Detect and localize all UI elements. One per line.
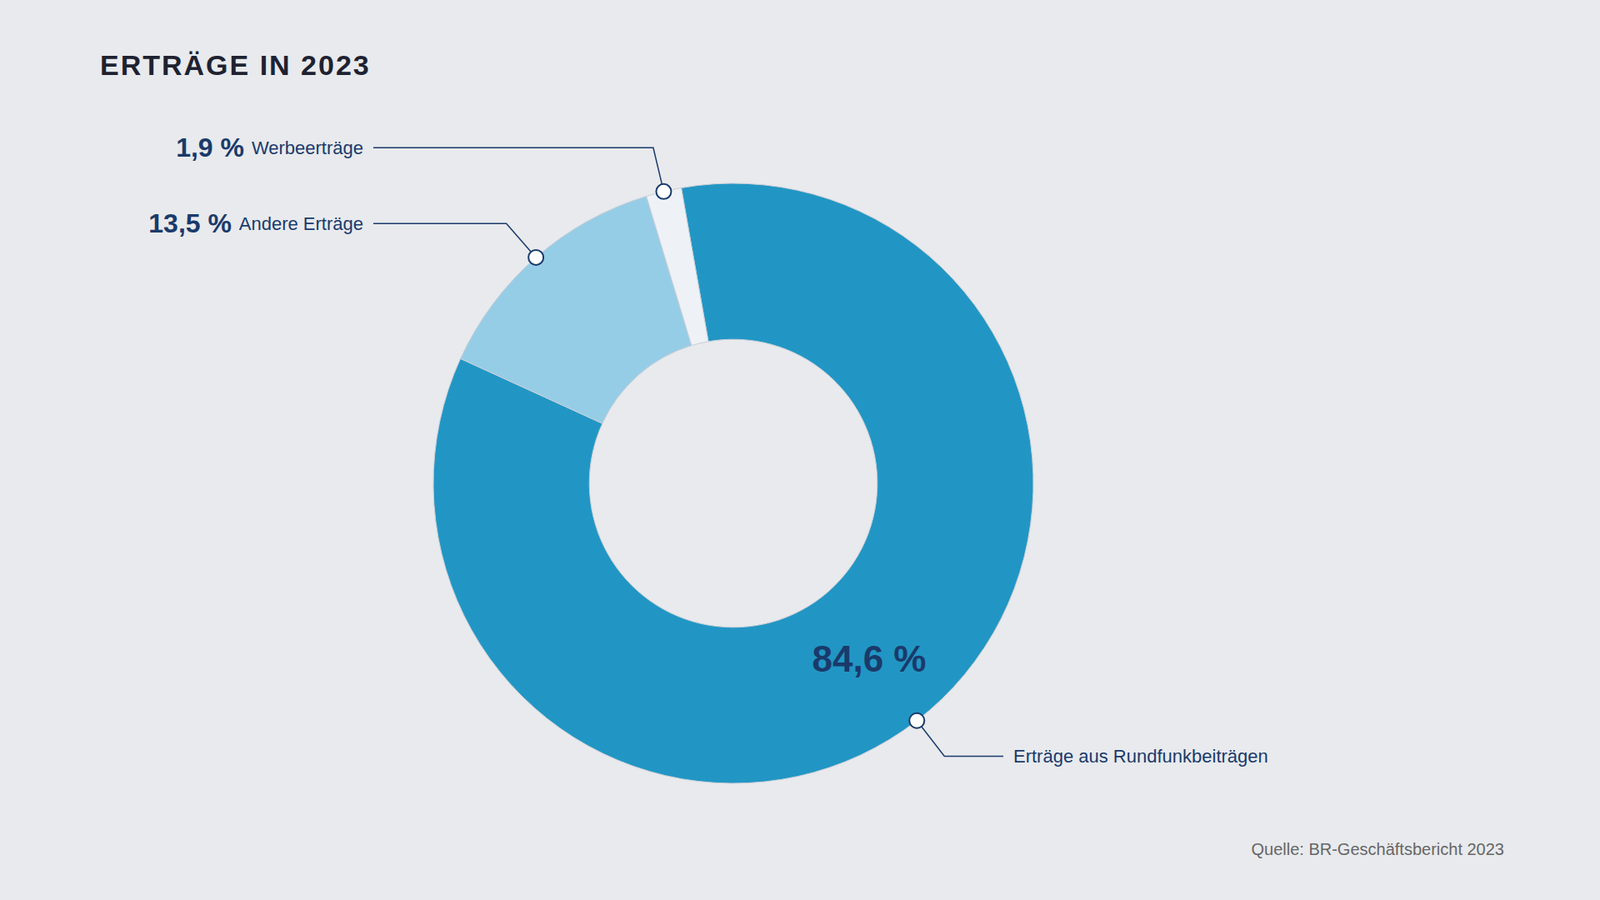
chart-svg: ERTRÄGE IN 2023 84,6 % Erträge aus Rundfun… <box>0 0 1600 900</box>
slice-label: 13,5 % Andere Erträge <box>148 208 364 239</box>
leader-dot <box>655 184 671 200</box>
slice-label: Erträge aus Rundfunkbeiträgen <box>1013 745 1269 767</box>
leader-line <box>373 147 664 192</box>
leader-dot <box>528 250 544 265</box>
chart-container: ERTRÄGE IN 2023 84,6 % Erträge aus Rundfun… <box>0 0 1600 900</box>
slice <box>433 183 1034 784</box>
leader-dot <box>909 713 925 729</box>
slice <box>646 187 709 345</box>
data-label: 84,6 % <box>811 638 926 680</box>
labels: 84,6 % Erträge aus Rundfunkbeiträgen 13,5 … <box>148 132 1268 767</box>
source-note: Quelle: BR-Geschäftsbericht 2023 <box>1251 840 1505 859</box>
title: ERTRÄGE IN 2023 <box>100 49 371 81</box>
category-label: Andere Erträge <box>239 213 364 235</box>
category-label: Werbeerträge <box>251 137 364 159</box>
leader-line <box>373 223 536 258</box>
category-label: Erträge aus Rundfunkbeiträgen <box>1013 745 1269 767</box>
leader-line <box>916 720 1004 757</box>
data-label: 13,5 % <box>148 208 240 239</box>
data-label: 1,9 % <box>175 132 252 163</box>
slices <box>433 183 1034 784</box>
background <box>0 0 1600 900</box>
slice-label: 1,9 % Werbeerträge <box>175 132 364 163</box>
